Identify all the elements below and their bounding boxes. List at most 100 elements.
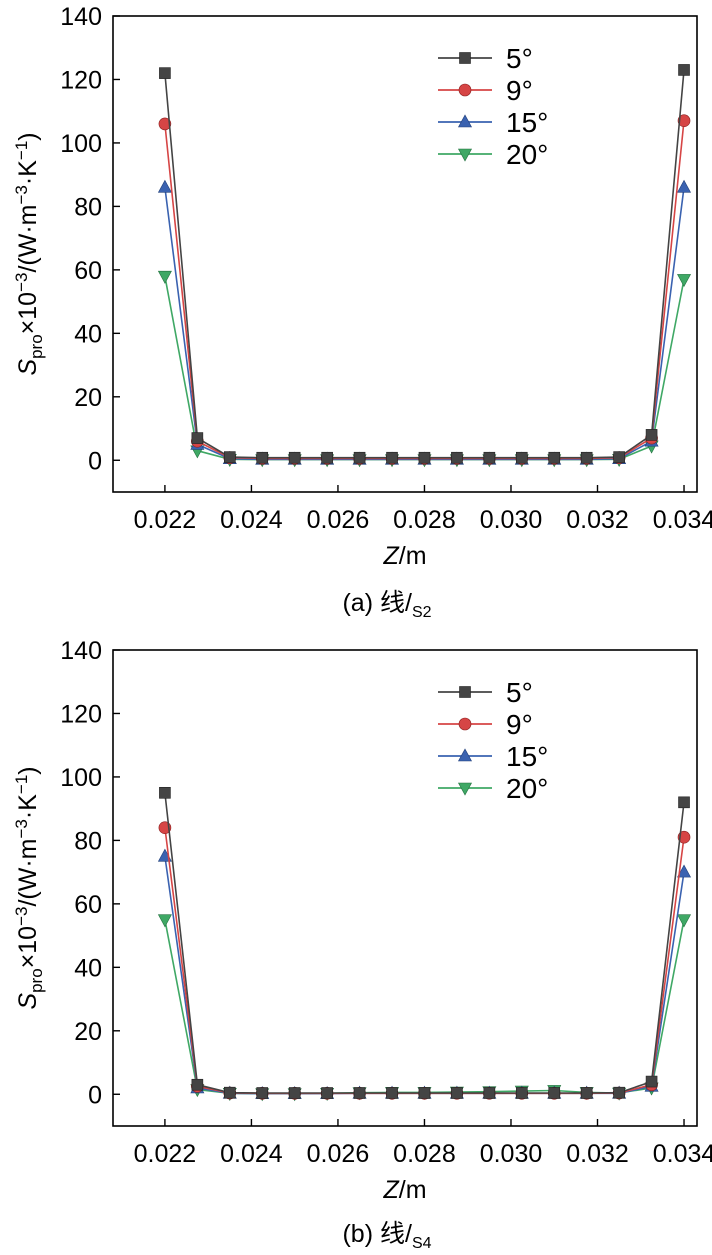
data-point bbox=[515, 451, 528, 464]
data-point bbox=[224, 1086, 236, 1099]
data-point bbox=[548, 1087, 561, 1099]
x-axis-label: Z/m bbox=[382, 542, 426, 570]
series-line bbox=[164, 120, 685, 460]
legend-marker bbox=[458, 83, 472, 97]
data-point bbox=[353, 451, 366, 464]
data-point bbox=[483, 1087, 496, 1099]
data-point bbox=[678, 64, 690, 76]
data-point bbox=[645, 429, 658, 441]
legend-marker bbox=[457, 748, 473, 762]
data-point bbox=[677, 914, 692, 928]
x-tick-label: 0.024 bbox=[220, 1140, 283, 1168]
y-tick-label: 120 bbox=[60, 66, 102, 94]
data-point bbox=[483, 451, 496, 464]
data-point bbox=[157, 270, 172, 284]
series-5deg bbox=[159, 786, 690, 1099]
data-point bbox=[580, 451, 593, 464]
data-point bbox=[159, 67, 171, 79]
chart-panel-b: 0 20 40 60 80 100 120 140 0.022 0.024 0.026 0.028 0.… bbox=[12, 637, 712, 1252]
series-line bbox=[164, 919, 685, 1095]
data-point bbox=[157, 914, 172, 928]
legend-label: 20° bbox=[506, 139, 548, 170]
y-axis-label: Spro×10−3/(W·m−3·K−1) bbox=[12, 132, 46, 375]
series-9deg bbox=[158, 114, 691, 465]
panel-caption: (a) 线/S2 bbox=[342, 589, 431, 621]
y-tick-label: 40 bbox=[74, 320, 102, 348]
series-15deg bbox=[157, 179, 692, 465]
panel-caption: (b) 线/S4 bbox=[342, 1220, 431, 1252]
y-tick-label: 80 bbox=[74, 827, 102, 855]
data-point bbox=[157, 179, 172, 193]
y-tick-label: 100 bbox=[60, 130, 102, 158]
chart-panel-a: 0 20 40 60 80 100 120 140 0.022 0.024 0.026 0.028 0.… bbox=[12, 3, 712, 621]
data-point bbox=[418, 451, 431, 464]
data-point bbox=[677, 114, 691, 128]
y-tick-label: 60 bbox=[74, 891, 102, 919]
y-tick-label: 120 bbox=[60, 700, 102, 728]
series-line bbox=[164, 827, 685, 1095]
series-line bbox=[164, 792, 685, 1094]
y-tick-label: 140 bbox=[60, 3, 102, 31]
data-point bbox=[256, 1087, 269, 1099]
data-point bbox=[158, 117, 172, 131]
x-tick-label: 0.030 bbox=[480, 506, 543, 534]
data-point bbox=[645, 1075, 658, 1088]
data-point bbox=[677, 864, 692, 878]
data-point bbox=[613, 451, 625, 463]
data-point bbox=[451, 1087, 463, 1099]
x-tick-label: 0.022 bbox=[134, 1140, 197, 1168]
data-point bbox=[321, 451, 333, 464]
series-5deg bbox=[159, 64, 690, 464]
y-tick-label: 40 bbox=[74, 954, 102, 982]
x-tick-label: 0.022 bbox=[134, 506, 197, 534]
series-20deg bbox=[157, 270, 692, 468]
x-tick-label: 0.026 bbox=[307, 506, 370, 534]
data-point bbox=[515, 1087, 528, 1099]
y-tick-label: 140 bbox=[60, 637, 102, 665]
data-point bbox=[159, 786, 171, 799]
legend-label: 9° bbox=[506, 709, 533, 740]
series-9deg bbox=[158, 821, 691, 1100]
data-point bbox=[677, 179, 692, 193]
legend-marker bbox=[459, 686, 471, 698]
x-tick-label: 0.028 bbox=[393, 1140, 456, 1168]
data-point bbox=[191, 1078, 204, 1091]
y-tick-label: 20 bbox=[74, 384, 102, 412]
data-point bbox=[321, 1087, 333, 1099]
y-tick-label: 0 bbox=[88, 1081, 102, 1109]
y-tick-label: 80 bbox=[74, 193, 102, 221]
data-point bbox=[613, 1086, 625, 1099]
data-point bbox=[191, 432, 204, 444]
series-line bbox=[164, 69, 685, 459]
plot-frame bbox=[112, 15, 698, 493]
x-tick-label: 0.024 bbox=[220, 506, 283, 534]
data-point bbox=[288, 1087, 301, 1099]
data-point bbox=[580, 1087, 593, 1099]
data-point bbox=[451, 451, 463, 464]
y-tick-label: 20 bbox=[74, 1018, 102, 1046]
legend-label: 5° bbox=[506, 677, 533, 708]
x-tick-label: 0.034 bbox=[653, 506, 712, 534]
legend-marker bbox=[458, 717, 472, 731]
series-15deg bbox=[157, 848, 692, 1099]
plot-frame bbox=[112, 649, 698, 1127]
legend-label: 9° bbox=[506, 75, 533, 106]
data-point bbox=[224, 451, 236, 463]
legend-label: 20° bbox=[506, 773, 548, 804]
data-point bbox=[386, 1087, 398, 1099]
series-line bbox=[164, 276, 685, 461]
y-tick-label: 0 bbox=[88, 447, 102, 475]
data-point bbox=[386, 451, 398, 464]
series-line bbox=[164, 187, 685, 461]
data-point bbox=[677, 274, 692, 288]
x-axis-label: Z/m bbox=[382, 1176, 426, 1204]
legend-marker bbox=[457, 782, 473, 796]
legend-label: 5° bbox=[506, 43, 533, 74]
x-tick-label: 0.032 bbox=[566, 1140, 629, 1168]
x-tick-label: 0.034 bbox=[653, 1140, 712, 1168]
data-point bbox=[678, 796, 690, 809]
legend-marker bbox=[457, 114, 473, 128]
y-axis-label: Spro×10−3/(W·m−3·K−1) bbox=[12, 766, 46, 1009]
data-point bbox=[288, 451, 301, 464]
